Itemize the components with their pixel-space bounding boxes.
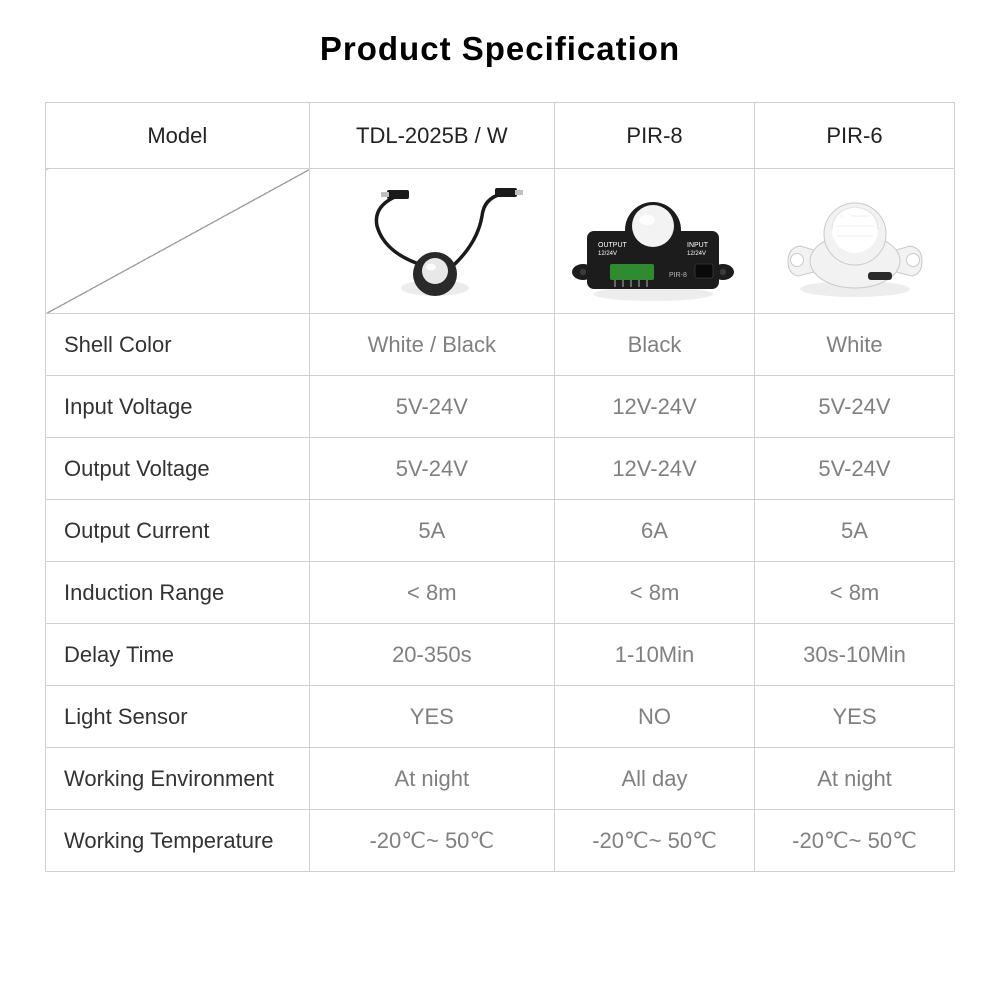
- cell: YES: [755, 686, 955, 748]
- cell: 12V-24V: [555, 438, 755, 500]
- pir6-sensor-icon: [770, 176, 940, 306]
- table-row: Working Temperature -20℃~ 50℃ -20℃~ 50℃ …: [46, 810, 955, 872]
- row-label: Working Environment: [46, 748, 310, 810]
- header-col3: PIR-6: [755, 103, 955, 169]
- svg-text:INPUT: INPUT: [687, 242, 709, 249]
- cell: -20℃~ 50℃: [309, 810, 554, 872]
- product-image-pir8: OUTPUT 12/24V INPUT 12/24V PIR-8: [555, 169, 755, 314]
- cell: < 8m: [555, 562, 755, 624]
- header-row: Model TDL-2025B / W PIR-8 PIR-6: [46, 103, 955, 169]
- svg-text:12/24V: 12/24V: [687, 251, 706, 257]
- cell: YES: [309, 686, 554, 748]
- cell: 5A: [309, 500, 554, 562]
- cell: 20-350s: [309, 624, 554, 686]
- row-label: Delay Time: [46, 624, 310, 686]
- table-row: Working Environment At night All day At …: [46, 748, 955, 810]
- cell: Black: [555, 314, 755, 376]
- row-label: Induction Range: [46, 562, 310, 624]
- tdl-sensor-icon: [327, 176, 537, 306]
- row-label: Output Current: [46, 500, 310, 562]
- cell: NO: [555, 686, 755, 748]
- cell: 5V-24V: [309, 438, 554, 500]
- svg-text:12/24V: 12/24V: [598, 251, 617, 257]
- table-row: Delay Time 20-350s 1-10Min 30s-10Min: [46, 624, 955, 686]
- diagonal-cell: [46, 169, 310, 314]
- cell: White / Black: [309, 314, 554, 376]
- cell: All day: [555, 748, 755, 810]
- pir8-sensor-icon: OUTPUT 12/24V INPUT 12/24V PIR-8: [565, 176, 745, 306]
- cell: < 8m: [755, 562, 955, 624]
- cell: 12V-24V: [555, 376, 755, 438]
- cell: -20℃~ 50℃: [755, 810, 955, 872]
- cell: 5V-24V: [309, 376, 554, 438]
- table-row: Induction Range < 8m < 8m < 8m: [46, 562, 955, 624]
- cell: 5V-24V: [755, 438, 955, 500]
- cell: < 8m: [309, 562, 554, 624]
- cell: 6A: [555, 500, 755, 562]
- svg-text:OUTPUT: OUTPUT: [598, 242, 628, 249]
- header-model: Model: [46, 103, 310, 169]
- cell: 30s-10Min: [755, 624, 955, 686]
- spec-table: Model TDL-2025B / W PIR-8 PIR-6: [45, 102, 955, 872]
- product-image-pir6: [755, 169, 955, 314]
- svg-text:PIR-8: PIR-8: [669, 272, 687, 279]
- cell: -20℃~ 50℃: [555, 810, 755, 872]
- cell: At night: [755, 748, 955, 810]
- image-row: OUTPUT 12/24V INPUT 12/24V PIR-8: [46, 169, 955, 314]
- row-label: Light Sensor: [46, 686, 310, 748]
- table-row: Input Voltage 5V-24V 12V-24V 5V-24V: [46, 376, 955, 438]
- row-label: Working Temperature: [46, 810, 310, 872]
- page-title: Product Specification: [45, 30, 955, 68]
- product-image-tdl: [309, 169, 554, 314]
- cell: 5V-24V: [755, 376, 955, 438]
- header-col1: TDL-2025B / W: [309, 103, 554, 169]
- table-row: Shell Color White / Black Black White: [46, 314, 955, 376]
- cell: White: [755, 314, 955, 376]
- row-label: Input Voltage: [46, 376, 310, 438]
- cell: At night: [309, 748, 554, 810]
- header-col2: PIR-8: [555, 103, 755, 169]
- cell: 5A: [755, 500, 955, 562]
- row-label: Shell Color: [46, 314, 310, 376]
- table-row: Output Current 5A 6A 5A: [46, 500, 955, 562]
- table-row: Light Sensor YES NO YES: [46, 686, 955, 748]
- cell: 1-10Min: [555, 624, 755, 686]
- table-row: Output Voltage 5V-24V 12V-24V 5V-24V: [46, 438, 955, 500]
- row-label: Output Voltage: [46, 438, 310, 500]
